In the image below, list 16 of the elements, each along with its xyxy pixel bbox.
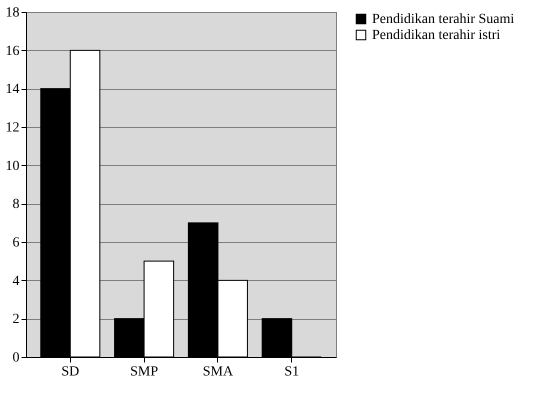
y-tick-label: 6: [12, 236, 20, 250]
y-tick-label: 12: [6, 120, 20, 136]
legend-label: Pendidikan terahir istri: [372, 28, 500, 43]
x-tick-label: SMP: [130, 364, 158, 380]
y-tick-label: 10: [6, 158, 20, 174]
y-tick-label: 14: [6, 82, 20, 98]
y-tick-label: 2: [12, 312, 20, 328]
legend-label: Pendidikan terahir Suami: [372, 12, 514, 27]
y-tick-label: 16: [6, 44, 20, 59]
x-tick-label: SMA: [202, 364, 234, 380]
x-tick-label: S1: [284, 364, 300, 380]
x-tick-label: SD: [61, 364, 80, 380]
y-tick-label: 4: [12, 274, 20, 289]
y-tick-label: 18: [6, 6, 20, 20]
y-tick-label: 0: [12, 350, 20, 366]
y-tick-label: 8: [12, 197, 20, 212]
